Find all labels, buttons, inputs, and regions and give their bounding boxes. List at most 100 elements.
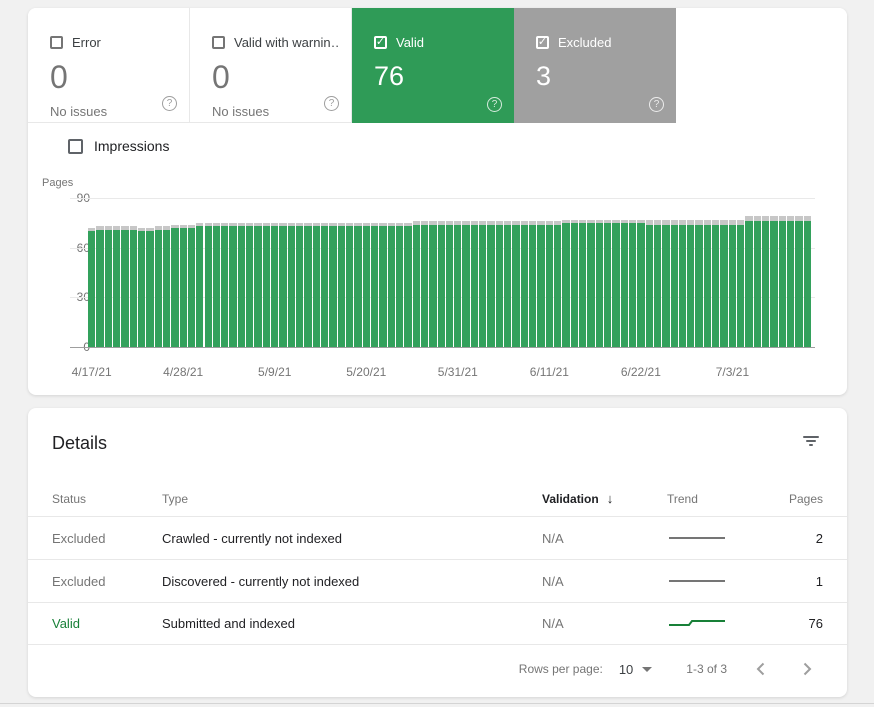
bar-valid-segment (712, 224, 720, 347)
bars-plot[interactable] (88, 198, 812, 347)
bar (703, 219, 712, 347)
bar (712, 219, 720, 347)
bar (137, 227, 146, 347)
bar (404, 222, 412, 347)
x-axis-tick: 5/20/21 (346, 365, 387, 379)
bar-excluded-segment (554, 221, 562, 225)
bar (745, 216, 753, 347)
bar (379, 222, 387, 347)
bar-valid-segment (628, 222, 637, 347)
bar (154, 226, 162, 347)
bar-excluded-segment (345, 222, 354, 227)
bar-valid-segment (512, 224, 520, 347)
trend-sparkline (669, 536, 725, 539)
rows-per-page-select[interactable]: 10 (619, 662, 653, 677)
bar-excluded-segment (470, 221, 479, 225)
bar (628, 219, 637, 347)
bar-excluded-segment (753, 216, 762, 222)
bar-valid-segment (487, 224, 495, 347)
bar-excluded-segment (487, 221, 495, 225)
help-icon[interactable]: ? (487, 97, 502, 112)
bar-excluded-segment (146, 227, 154, 232)
bar-excluded-segment (129, 226, 137, 230)
bar (221, 222, 229, 347)
card-count: 0 (50, 59, 68, 95)
bar-excluded-segment (196, 222, 204, 227)
bar-excluded-segment (96, 226, 104, 230)
bar-excluded-segment (637, 219, 645, 223)
bar (504, 221, 512, 347)
column-header-trend[interactable]: Trend (667, 491, 698, 506)
column-header-pages[interactable]: Pages (788, 491, 823, 506)
bar-excluded-segment (512, 221, 520, 225)
filter-icon[interactable] (801, 434, 821, 450)
bar (171, 224, 179, 347)
bar-valid-segment (387, 226, 395, 347)
bar (329, 222, 337, 347)
bar (337, 222, 345, 347)
column-header-status[interactable]: Status (52, 491, 87, 506)
bar (121, 226, 129, 347)
bar (620, 219, 628, 347)
bar (562, 219, 570, 347)
help-icon[interactable]: ? (162, 96, 177, 111)
bar (728, 219, 737, 347)
column-header-type[interactable]: Type (162, 491, 189, 506)
bar (254, 222, 262, 347)
bar-excluded-segment (520, 221, 529, 225)
summary-card-excluded[interactable]: ✓ Excluded 3? (514, 8, 676, 123)
bar-excluded-segment (279, 222, 287, 227)
bar (803, 216, 811, 347)
bar (645, 219, 653, 347)
x-axis-tick: 4/17/21 (71, 365, 112, 379)
impressions-checkbox[interactable]: Impressions (68, 138, 169, 154)
bar-valid-segment (637, 222, 645, 347)
help-icon[interactable]: ? (649, 97, 664, 112)
bar-excluded-segment (321, 222, 329, 227)
next-page-button[interactable] (795, 657, 819, 681)
bar (312, 222, 320, 347)
help-icon[interactable]: ? (324, 96, 339, 111)
bar-valid-segment (578, 222, 587, 347)
bar (412, 221, 420, 347)
bar-valid-segment (221, 226, 229, 347)
bar (603, 219, 612, 347)
summary-card-error[interactable]: Error 0 No issues? (28, 8, 190, 123)
bar-excluded-segment (653, 219, 662, 225)
validation-cell: N/A (542, 573, 564, 589)
status-cell: Excluded (52, 530, 106, 546)
bar-valid-segment (196, 226, 204, 347)
prev-page-button[interactable] (749, 657, 773, 681)
bar-valid-segment (537, 224, 545, 347)
bar-valid-segment (445, 224, 454, 347)
table-row[interactable]: Excluded Discovered - currently not index… (28, 559, 847, 602)
bar-excluded-segment (645, 219, 653, 225)
bar-excluded-segment (712, 219, 720, 225)
bar-valid-segment (554, 224, 562, 347)
bar (362, 222, 370, 347)
column-header-validation[interactable]: Validation ↓ (542, 491, 614, 506)
bar-excluded-segment (803, 216, 811, 222)
bar-excluded-segment (337, 222, 345, 227)
table-row[interactable]: Excluded Crawled - currently not indexed N… (28, 516, 847, 559)
summary-card-valid[interactable]: ✓ Valid 76? (352, 8, 514, 123)
bar (112, 226, 121, 347)
bar-valid-segment (262, 226, 271, 347)
bar-excluded-segment (745, 216, 753, 222)
bar-valid-segment (620, 222, 628, 347)
table-row[interactable]: Valid Submitted and indexed N/A 76 (28, 602, 847, 645)
bar-valid-segment (129, 229, 137, 347)
bar (753, 216, 762, 347)
bar (462, 221, 470, 347)
bar-valid-segment (670, 224, 678, 347)
summary-card-valid-with-warnings[interactable]: Valid with warnin… 0 No issues? (190, 8, 352, 123)
bar-excluded-segment (387, 222, 395, 227)
bar (479, 221, 487, 347)
bar-valid-segment (753, 221, 762, 347)
bar-valid-segment (154, 229, 162, 347)
bar-valid-segment (545, 224, 553, 347)
pages-cell: 2 (815, 530, 823, 546)
bar (146, 227, 154, 347)
bar-valid-segment (304, 226, 312, 347)
bar-valid-segment (112, 229, 121, 347)
